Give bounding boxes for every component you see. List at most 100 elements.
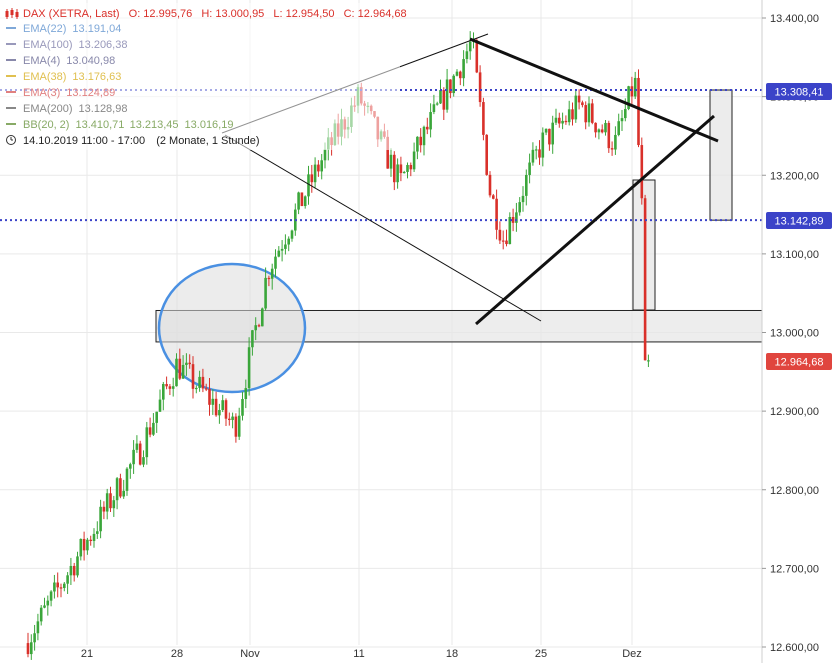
y-tick-label: 13.400,00 [770, 13, 819, 25]
candle [551, 115, 554, 154]
candle [620, 109, 624, 132]
legend-indicator-text: EMA(38) 13.176,63 [23, 71, 121, 83]
candle [188, 354, 191, 369]
candle [290, 229, 294, 242]
candle [191, 356, 195, 399]
candle [399, 156, 403, 182]
candle [30, 634, 33, 660]
candle [237, 407, 241, 440]
price-tag-lower: 13.142,89 [766, 212, 832, 229]
candle [584, 101, 587, 130]
triangle-lower-line [475, 114, 715, 326]
price-tag-last: 12.964,68 [766, 353, 832, 370]
candle [412, 142, 416, 172]
candle [224, 398, 228, 426]
candle [49, 590, 53, 607]
candle [521, 186, 525, 212]
svg-text:13.142,89: 13.142,89 [775, 216, 824, 228]
candle [600, 124, 604, 134]
candle [581, 100, 584, 108]
candle [86, 537, 89, 555]
candle [591, 99, 594, 125]
candle [564, 115, 568, 125]
candle [261, 307, 264, 327]
candle [198, 370, 201, 392]
candle [162, 381, 165, 411]
legend-indicator-text: EMA(22) 13.191,04 [23, 23, 121, 35]
y-tick-label: 13.200,00 [770, 170, 819, 182]
legend-indicators: EMA(22) 13.191,04 EMA(100) 13.206,38 EMA(4) 1… [6, 23, 233, 131]
candle [511, 208, 515, 232]
candle [389, 148, 393, 177]
legend-indicator-row: EMA(3) 13.124,89 [6, 87, 115, 99]
candle [594, 122, 597, 138]
candle [409, 162, 413, 177]
candle [515, 202, 518, 232]
candle [627, 85, 630, 111]
candle [534, 145, 538, 160]
candle [102, 501, 106, 520]
candle [125, 467, 129, 496]
candle [96, 521, 99, 539]
candle [508, 212, 512, 245]
candle [445, 68, 449, 113]
x-tick-label: 18 [446, 648, 458, 660]
candle [442, 87, 446, 121]
candle [82, 531, 86, 561]
x-tick-label: 28 [171, 648, 183, 660]
candle [92, 528, 96, 548]
candle [478, 65, 482, 107]
candle [439, 79, 442, 105]
legend-close: C: 12.964,68 [344, 8, 407, 20]
candle [56, 572, 59, 598]
candle [485, 134, 488, 176]
candle [505, 229, 508, 247]
candle [204, 383, 208, 392]
candle [201, 368, 205, 393]
candle [402, 170, 406, 174]
candle [313, 157, 317, 189]
y-tick-label: 12.800,00 [770, 485, 819, 497]
svg-text:14.10.2019 11:00 - 17:00: 14.10.2019 11:00 - 17:00 (2 Monate, 1 St… [23, 135, 260, 147]
candle [320, 154, 323, 180]
candle [122, 479, 125, 499]
candle [241, 391, 244, 421]
candle [468, 31, 472, 60]
candle [429, 103, 432, 138]
legend: DAX (XETRA, Last) O: 12.995,76 H: 13.000… [0, 3, 407, 150]
candle [105, 488, 109, 520]
candle [69, 557, 73, 585]
legend-range: (2 Monate, 1 Stunde) [156, 135, 259, 147]
candle [561, 112, 564, 130]
candle [303, 195, 307, 209]
candle [270, 263, 274, 290]
candle [643, 194, 647, 361]
candle [432, 94, 436, 115]
candle [422, 125, 426, 156]
candle [452, 74, 455, 97]
candle [528, 153, 531, 184]
candle [152, 413, 155, 436]
candle [251, 329, 254, 356]
candle [165, 376, 168, 390]
measure-box-right [709, 89, 733, 221]
candle [498, 221, 502, 245]
candle [459, 70, 462, 86]
candle [171, 377, 175, 397]
candle [488, 171, 492, 198]
legend-open: O: 12.995,76 [129, 8, 193, 20]
y-tick-label: 12.700,00 [770, 563, 819, 575]
legend-low: L: 12.954,50 [273, 8, 334, 20]
candle [416, 136, 419, 160]
candle [178, 348, 182, 381]
candle [155, 411, 158, 433]
candle [59, 583, 63, 598]
candle [66, 572, 69, 594]
y-tick-label: 13.000,00 [770, 328, 819, 340]
candle [26, 632, 30, 658]
candle [53, 574, 56, 599]
candle [577, 89, 581, 110]
candle [630, 76, 634, 107]
candle [482, 97, 485, 141]
